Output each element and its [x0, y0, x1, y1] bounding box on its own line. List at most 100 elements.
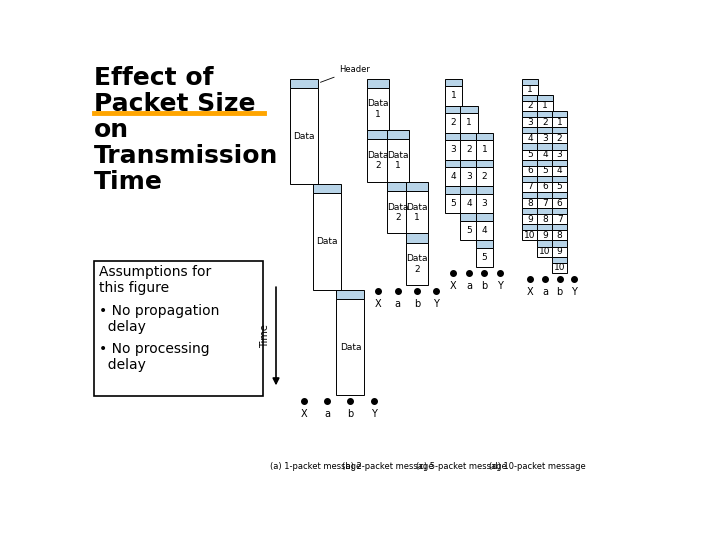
Text: 5: 5: [542, 166, 548, 175]
Bar: [537, 159, 553, 166]
Bar: [552, 208, 567, 214]
Bar: [537, 224, 553, 231]
Bar: [406, 242, 428, 285]
Bar: [552, 127, 567, 133]
Text: 4: 4: [557, 166, 562, 175]
Bar: [523, 192, 538, 198]
Bar: [461, 213, 477, 221]
Bar: [523, 117, 538, 127]
Bar: [552, 166, 567, 176]
Text: 5: 5: [451, 199, 456, 208]
Bar: [445, 132, 462, 140]
Text: X: X: [450, 281, 456, 291]
Text: 1: 1: [527, 85, 533, 94]
Bar: [445, 140, 462, 159]
Text: 9: 9: [557, 247, 562, 256]
Bar: [552, 262, 567, 273]
Bar: [537, 198, 553, 208]
Text: a: a: [395, 299, 400, 309]
Bar: [552, 117, 567, 127]
Text: Data: Data: [316, 237, 338, 246]
Bar: [406, 191, 428, 233]
Text: (a) 1-packet message: (a) 1-packet message: [270, 462, 361, 470]
Bar: [461, 194, 477, 213]
Bar: [552, 231, 567, 240]
Text: Data
1: Data 1: [367, 99, 389, 119]
Text: 4: 4: [527, 134, 533, 143]
Bar: [336, 289, 364, 299]
Text: X: X: [375, 299, 382, 309]
Bar: [523, 101, 538, 111]
Text: • No propagation
  delay: • No propagation delay: [99, 303, 219, 334]
Text: 5: 5: [482, 253, 487, 262]
Bar: [537, 150, 553, 159]
Bar: [552, 150, 567, 159]
Text: b: b: [557, 287, 563, 296]
Bar: [537, 240, 553, 247]
Text: 2: 2: [451, 118, 456, 127]
Bar: [537, 143, 553, 150]
Bar: [445, 159, 462, 167]
Text: Data: Data: [293, 132, 315, 140]
Bar: [537, 111, 553, 117]
Text: 3: 3: [542, 134, 548, 143]
Bar: [537, 214, 553, 224]
Bar: [523, 214, 538, 224]
Text: 8: 8: [527, 199, 533, 207]
Text: 3: 3: [451, 145, 456, 154]
Bar: [476, 167, 493, 186]
Text: 2: 2: [466, 145, 472, 154]
Text: 10: 10: [554, 263, 565, 272]
Bar: [537, 127, 553, 133]
Bar: [537, 101, 553, 111]
Text: 3: 3: [527, 118, 533, 127]
Text: 2: 2: [557, 134, 562, 143]
Text: a: a: [466, 281, 472, 291]
Text: X: X: [527, 287, 534, 296]
Text: (b) 2-packet message: (b) 2-packet message: [342, 462, 433, 470]
Bar: [406, 182, 428, 191]
Bar: [445, 106, 462, 113]
Bar: [552, 256, 567, 262]
Bar: [537, 192, 553, 198]
Bar: [523, 208, 538, 214]
Bar: [523, 231, 538, 240]
Bar: [552, 143, 567, 150]
Text: Y: Y: [497, 281, 503, 291]
Text: 6: 6: [527, 166, 533, 175]
Bar: [523, 166, 538, 176]
Bar: [313, 193, 341, 289]
Bar: [445, 167, 462, 186]
Bar: [552, 159, 567, 166]
Text: Data
2: Data 2: [406, 254, 428, 274]
Bar: [461, 221, 477, 240]
Bar: [476, 194, 493, 213]
Bar: [537, 208, 553, 214]
Bar: [523, 198, 538, 208]
Text: • No processing
  delay: • No processing delay: [99, 342, 209, 372]
Bar: [552, 133, 567, 143]
Bar: [537, 182, 553, 192]
Bar: [523, 85, 538, 95]
Bar: [552, 111, 567, 117]
Bar: [476, 213, 493, 221]
Text: Data
1: Data 1: [387, 151, 408, 170]
Text: 4: 4: [542, 150, 548, 159]
Bar: [367, 139, 389, 182]
Bar: [537, 117, 553, 127]
Bar: [445, 113, 462, 132]
Bar: [461, 106, 477, 113]
Bar: [290, 79, 318, 88]
Text: b: b: [482, 281, 487, 291]
Bar: [552, 214, 567, 224]
Bar: [523, 143, 538, 150]
Bar: [537, 133, 553, 143]
Text: 4: 4: [482, 226, 487, 235]
Bar: [406, 233, 428, 242]
Bar: [461, 113, 477, 132]
Bar: [552, 176, 567, 182]
Text: 5: 5: [557, 183, 562, 191]
Bar: [461, 167, 477, 186]
Bar: [313, 184, 341, 193]
Bar: [552, 192, 567, 198]
